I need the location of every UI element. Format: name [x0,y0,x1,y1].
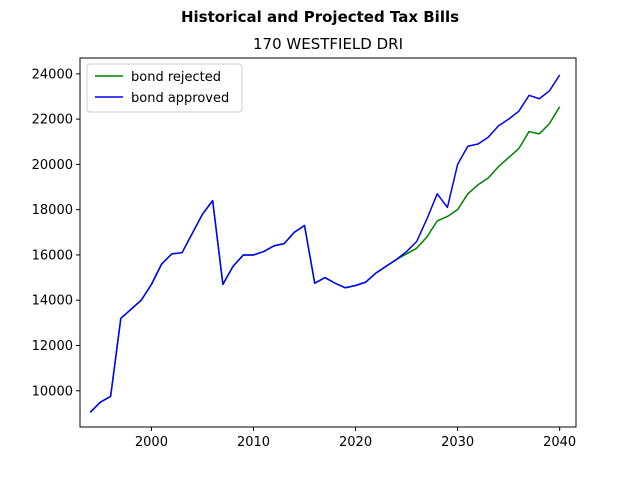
legend-label-0: bond rejected [131,70,221,85]
x-tick-label: 2030 [441,435,474,450]
y-tick-label: 10000 [32,384,73,399]
series-line-1 [89,74,561,413]
legend-box [86,63,243,113]
y-axis: 10000 12000 14000 16000 18000 20000 22000 24000 [32,67,80,399]
y-tick-label: 24000 [32,67,73,82]
axes-frame [79,57,577,428]
y-tick-label: 20000 [32,158,73,173]
y-tick-label: 12000 [32,339,73,354]
y-tick-label: 14000 [32,294,73,309]
x-tick-label: 2020 [339,435,372,450]
x-tick-label: 2000 [135,435,168,450]
plot-area [89,74,561,413]
y-tick-label: 16000 [32,248,73,263]
legend: bond rejected bond approved [86,63,243,113]
y-tick-label: 22000 [32,113,73,128]
chart-suptitle: Historical and Projected Tax Bills [181,8,459,26]
x-tick-label: 2010 [237,435,270,450]
x-axis: 2000 2010 2020 2030 2040 [135,427,576,450]
y-tick-label: 18000 [32,203,73,218]
legend-label-1: bond approved [131,91,229,106]
chart-title: 170 WESTFIELD DRI [253,35,403,53]
x-tick-label: 2040 [543,435,576,450]
